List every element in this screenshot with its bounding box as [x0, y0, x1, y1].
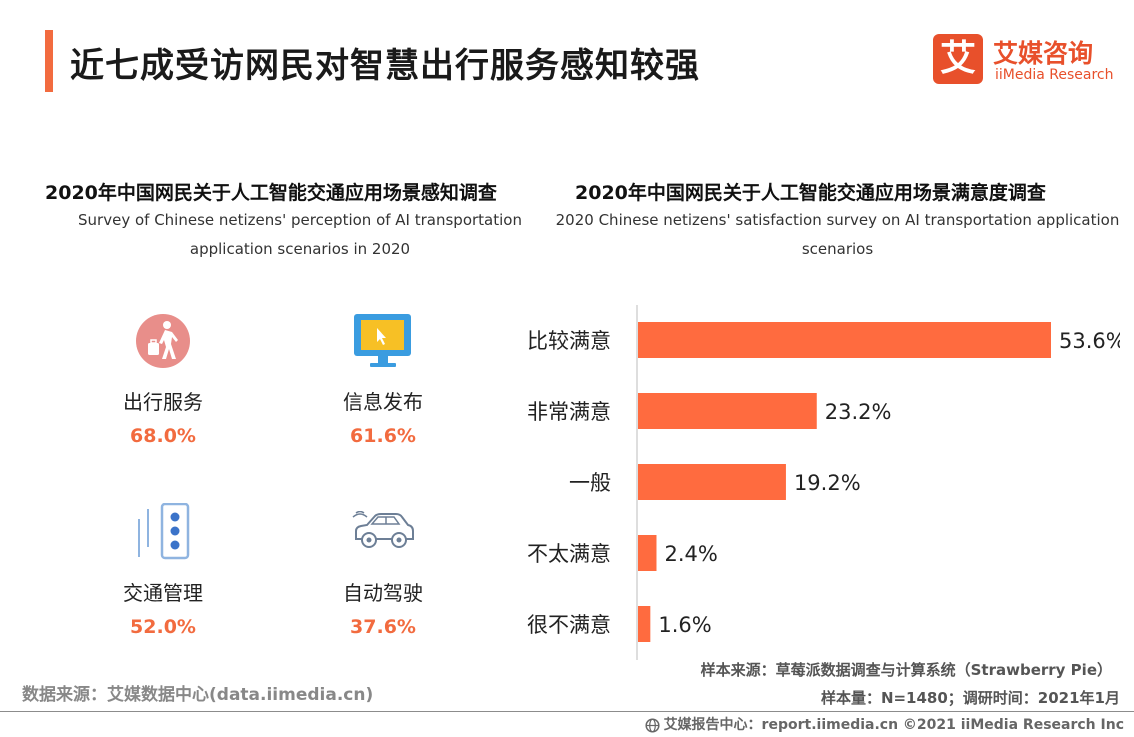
right-chart-title: 2020年中国网民关于人工智能交通应用场景满意度调查	[575, 182, 1046, 204]
data-label: 19.2%	[794, 471, 861, 495]
footer-divider	[0, 711, 1134, 712]
scene-value-travel: 68.0%	[130, 425, 196, 447]
bar	[638, 606, 651, 642]
left-chart-subtitle: Survey of Chinese netizens' perception o…	[78, 211, 522, 258]
category-label: 不太满意	[527, 542, 611, 566]
data-label: 23.2%	[825, 400, 892, 424]
footer-label: 艾媒报告中心：report.iimedia.cn ©2021 iiMedia R…	[663, 717, 1124, 733]
scene-label-info: 信息发布	[343, 390, 423, 414]
scene-label-autodrive: 自动驾驶	[343, 581, 423, 605]
satisfaction-bar-chart: 比较满意 53.6% 非常满意 23.2% 一般 19.2% 不太满意 2.4% 很不满意 1.6…	[527, 305, 1120, 660]
data-label: 1.6%	[658, 613, 711, 637]
category-label: 比较满意	[527, 329, 611, 353]
scene-label-traffic: 交通管理	[123, 581, 203, 605]
title-accent-bar	[45, 30, 53, 92]
sample-source: 样本来源：草莓派数据调查与计算系统（Strawberry Pie）	[700, 661, 1112, 679]
category-label: 很不满意	[527, 613, 611, 637]
data-source: 数据来源：艾媒数据中心(data.iimedia.cn)	[22, 685, 374, 705]
category-label: 非常满意	[527, 400, 611, 424]
data-label: 2.4%	[664, 542, 717, 566]
traffic-light-icon	[138, 503, 190, 560]
category-label: 一般	[569, 471, 611, 495]
sample-size: 样本量：N=1480；调研时间：2021年1月	[820, 689, 1120, 707]
logo-en-text: iiMedia Research	[995, 67, 1114, 83]
globe-icon	[645, 717, 660, 733]
car-icon	[352, 511, 414, 548]
bar	[638, 535, 657, 571]
scene-value-info: 61.6%	[350, 425, 416, 447]
bar	[638, 322, 1051, 358]
iimedia-logo: 艾 艾媒咨询 iiMedia Research	[933, 34, 1114, 86]
left-chart-title: 2020年中国网民关于人工智能交通应用场景感知调查	[45, 182, 497, 204]
bar	[638, 393, 817, 429]
bar	[638, 464, 786, 500]
logo-mark-icon: 艾	[933, 34, 983, 84]
page-title: 近七成受访网民对智慧出行服务感知较强	[70, 46, 700, 86]
right-chart-subtitle: 2020 Chinese netizens' satisfaction surv…	[555, 211, 1120, 258]
scene-value-traffic: 52.0%	[130, 616, 196, 638]
scene-value-autodrive: 37.6%	[350, 616, 416, 638]
logo-cn-text: 艾媒咨询	[993, 39, 1094, 68]
scene-label-travel: 出行服务	[123, 390, 203, 414]
footer-text: 艾媒报告中心：report.iimedia.cn ©2021 iiMedia R…	[645, 714, 1124, 734]
walking-traveler-icon	[136, 314, 190, 368]
data-label: 53.6%	[1059, 329, 1120, 353]
monitor-cursor-icon	[354, 314, 411, 367]
